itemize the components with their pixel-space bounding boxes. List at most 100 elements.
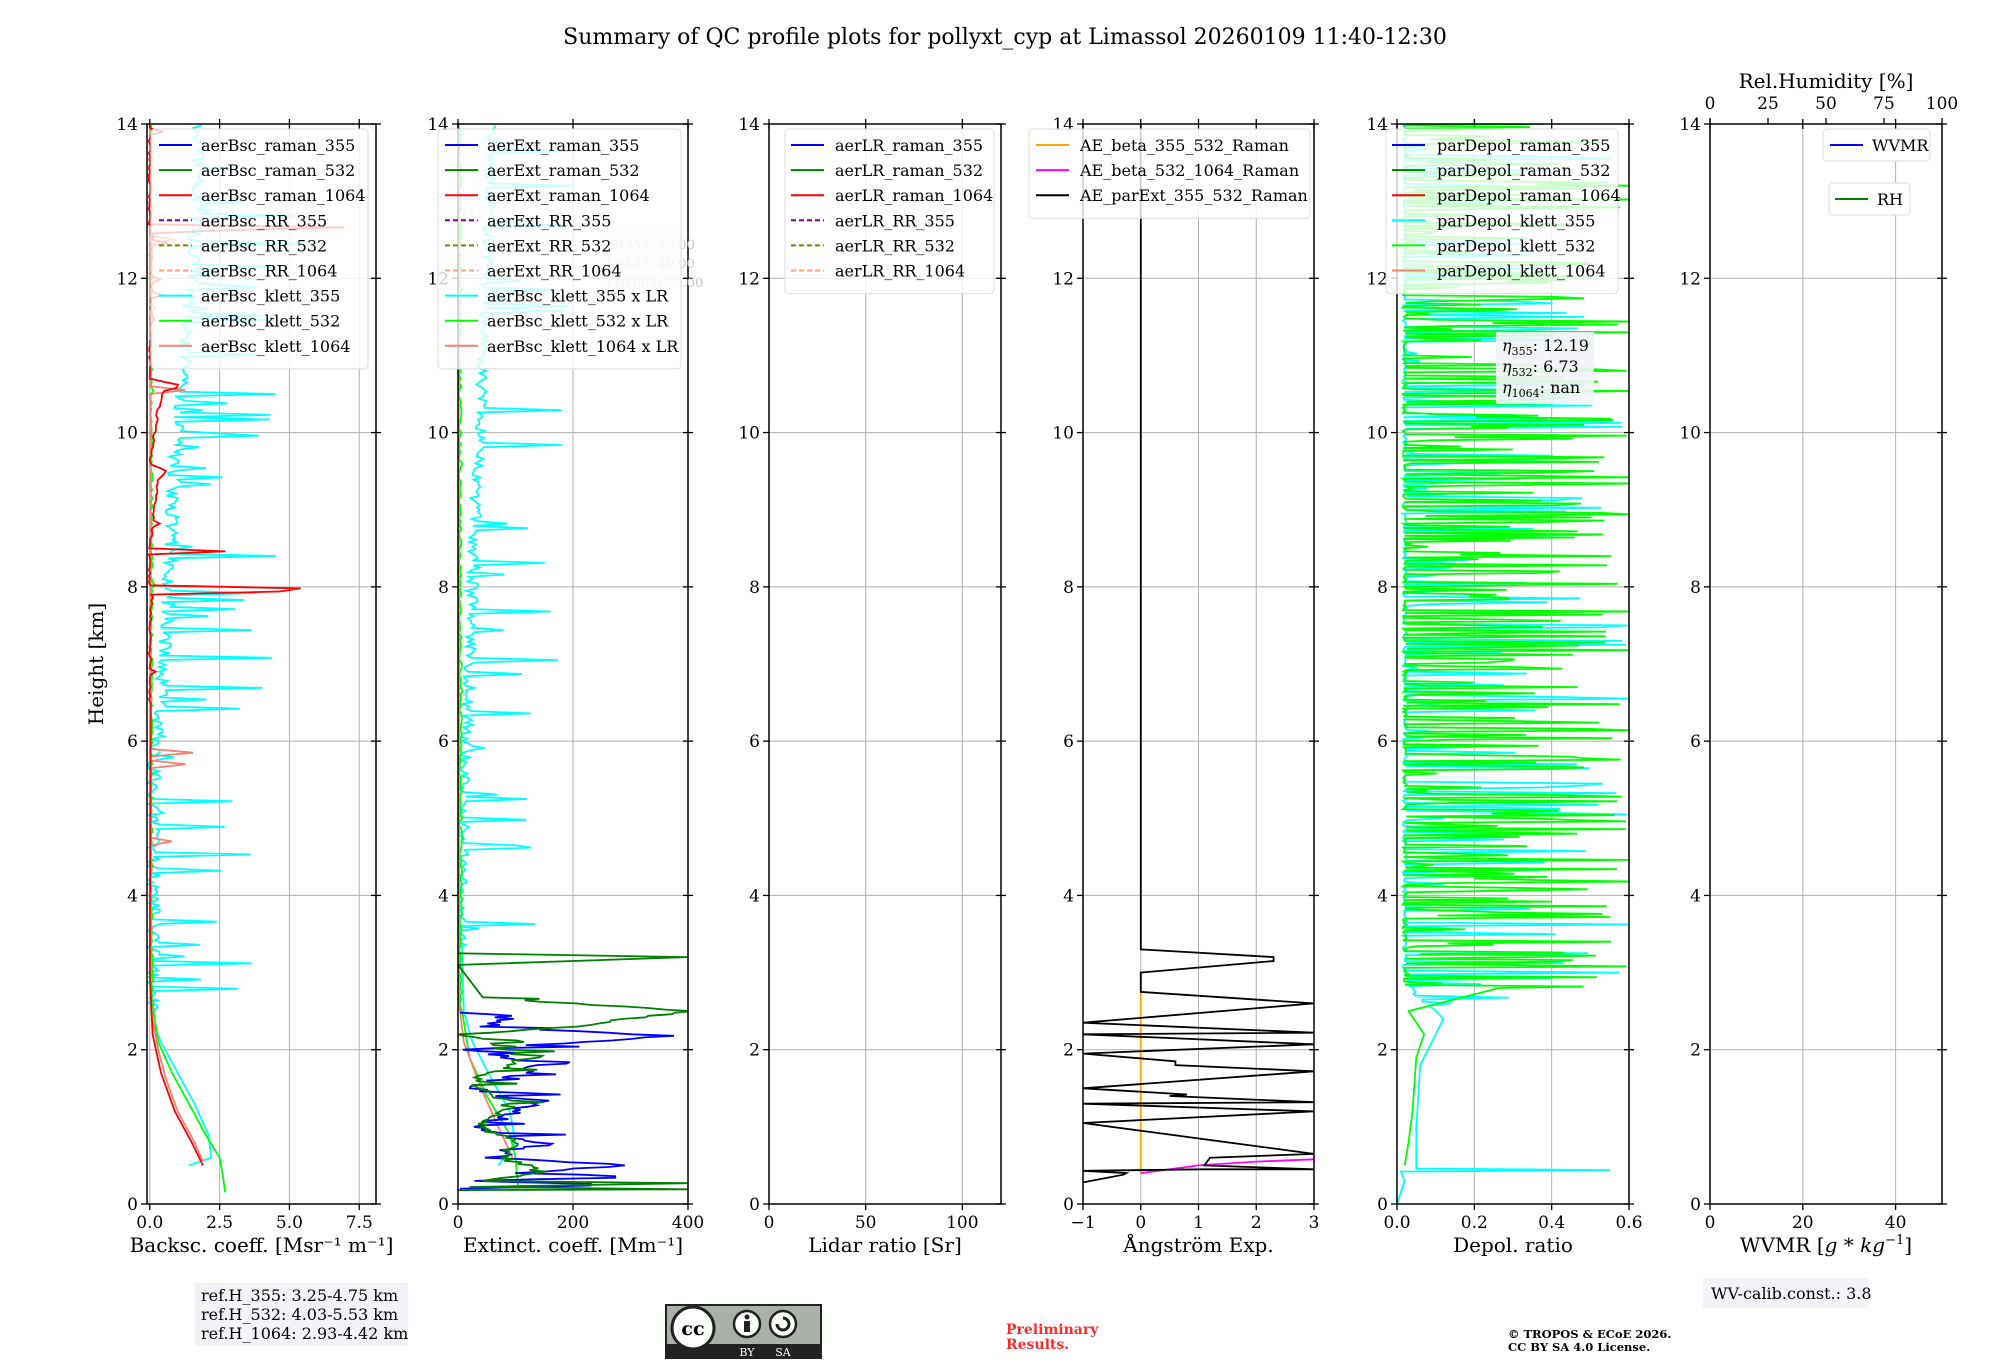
legend-item: aerBsc_klett_1064 bbox=[159, 337, 350, 356]
y-tick-label: 12 bbox=[1052, 269, 1074, 289]
legend-frame bbox=[150, 128, 369, 370]
y-tick-label: 6 bbox=[749, 732, 760, 752]
y-tick-label: 4 bbox=[127, 886, 138, 906]
legend-label: aerBsc_klett_532 bbox=[201, 312, 340, 331]
legend-item: parDepol_klett_532 bbox=[1392, 236, 1595, 255]
legend-label: aerLR_RR_532 bbox=[835, 236, 955, 255]
legend-frame bbox=[1385, 128, 1619, 295]
x-tick-label: 0 bbox=[764, 1213, 775, 1233]
y-tick-label: 12 bbox=[116, 269, 138, 289]
axes-frame bbox=[1709, 123, 1943, 1205]
preliminary-label: Preliminary bbox=[1006, 1322, 1099, 1338]
y-tick-label: 4 bbox=[438, 886, 449, 906]
legend-label: aerExt_RR_532 bbox=[487, 236, 611, 255]
y-tick-label: 6 bbox=[1377, 732, 1388, 752]
legend-label: aerBsc_raman_1064 bbox=[201, 186, 366, 205]
legend-frame bbox=[1822, 128, 1931, 162]
y-tick-label: 0 bbox=[438, 1195, 449, 1215]
eta-number: nan bbox=[1550, 378, 1580, 397]
y-tick-label: 10 bbox=[1366, 424, 1388, 444]
legend-item: aerBsc_klett_532 x LR bbox=[445, 312, 669, 331]
x-tick-label: 50 bbox=[855, 1213, 877, 1233]
y-tick-label: 8 bbox=[1377, 578, 1388, 598]
license-sa: SA bbox=[775, 1346, 792, 1359]
legend-label: parDepol_raman_532 bbox=[1437, 161, 1610, 180]
x-axis-label: Depol. ratio bbox=[1453, 1233, 1573, 1257]
y-tick-label: 2 bbox=[1377, 1041, 1388, 1061]
license-by: BY bbox=[739, 1346, 755, 1359]
eta-colon: : bbox=[1533, 357, 1543, 376]
x-axis-label-math: g * kg bbox=[1825, 1233, 1885, 1257]
cc-by-sa-logo: cc BY SA bbox=[665, 1304, 822, 1359]
legend-rh: RH bbox=[1828, 182, 1911, 216]
legend-item: aerBsc_RR_1064 bbox=[159, 262, 337, 281]
legend-label: aerExt_RR_1064 bbox=[487, 262, 622, 281]
axes-frame bbox=[457, 123, 689, 1205]
y-tick-label: 4 bbox=[1377, 886, 1388, 906]
x-tick-label: 0.0 bbox=[136, 1213, 163, 1233]
legend-item: aerBsc_klett_355 x LR bbox=[445, 287, 669, 306]
x-tick-label: 3 bbox=[1309, 1213, 1320, 1233]
axes-frame bbox=[146, 123, 377, 1205]
y-tick-label: 4 bbox=[1063, 886, 1074, 906]
legend-label: aerBsc_RR_532 bbox=[201, 236, 327, 255]
y-tick-label: 8 bbox=[127, 578, 138, 598]
legend-item: aerBsc_klett_532 bbox=[159, 312, 340, 331]
legend-label: WVMR bbox=[1872, 136, 1929, 155]
y-tick-label: 14 bbox=[1366, 115, 1388, 135]
legend-frame bbox=[784, 128, 995, 295]
y-tick-label: 6 bbox=[438, 732, 449, 752]
x-tick-label: 5.0 bbox=[276, 1213, 303, 1233]
legend-item: aerBsc_klett_355 bbox=[159, 287, 340, 306]
legend-item: aerLR_raman_532 bbox=[791, 161, 983, 180]
x-tick-label: 0.2 bbox=[1461, 1213, 1488, 1233]
y-tick-label: 12 bbox=[1366, 269, 1388, 289]
legend-label: aerBsc_raman_355 bbox=[201, 136, 355, 155]
y-tick-label: 6 bbox=[1063, 732, 1074, 752]
subplot-5: 0.0 0.2 0.4 0.6 0 2 4 6 8 10 12 14 Depol. ratio parDe… bbox=[1366, 115, 1642, 1257]
x-tick-label: 0 bbox=[1705, 1213, 1716, 1233]
legend-item: aerBsc_klett_1064 x LR bbox=[445, 337, 679, 356]
x-axis-label: Lidar ratio [Sr] bbox=[808, 1233, 962, 1257]
axes-frame bbox=[1396, 123, 1630, 1205]
x-tick-label: 0.0 bbox=[1383, 1213, 1410, 1233]
subplot-1: 0.0 2.5 5.0 7.5 0 2 4 6 8 10 12 14 Backsc. coeff. [M… bbox=[116, 115, 393, 1257]
results-label: Results. bbox=[1006, 1337, 1069, 1353]
legend-label: aerExt_RR_355 bbox=[487, 211, 611, 230]
legend-item: parDepol_raman_532 bbox=[1392, 161, 1610, 180]
legend-label: aerLR_raman_355 bbox=[835, 136, 983, 155]
legend-label: AE_beta_355_532_Raman bbox=[1079, 136, 1289, 155]
y-tick-label: 4 bbox=[749, 886, 760, 906]
y-tick-label: 2 bbox=[749, 1041, 760, 1061]
y-tick-label: 0 bbox=[127, 1195, 138, 1215]
legend-frame bbox=[1828, 182, 1911, 216]
legend-label: parDepol_raman_1064 bbox=[1437, 186, 1621, 205]
legend-label: parDepol_klett_1064 bbox=[1437, 262, 1606, 281]
legend-item: aerBsc_RR_355 bbox=[159, 211, 327, 230]
legend-item: AE_beta_532_1064_Raman bbox=[1036, 161, 1299, 180]
legend-item: aerBsc_RR_532 bbox=[159, 236, 327, 255]
y-tick-label: 10 bbox=[738, 424, 760, 444]
legend-label: aerBsc_klett_1064 x LR bbox=[487, 337, 679, 356]
x-axis-label: Backsc. coeff. [Msr⁻¹ m⁻¹] bbox=[130, 1233, 394, 1257]
eta-subscript: 1064 bbox=[1512, 387, 1540, 400]
y-tick-label: 6 bbox=[1690, 732, 1701, 752]
y-tick-label: 14 bbox=[1679, 115, 1701, 135]
y-tick-label: 2 bbox=[127, 1041, 138, 1061]
legend: aerBsc_raman_355 aerBsc_raman_532 aerBsc_r… bbox=[150, 128, 369, 370]
legend-item: aerLR_raman_355 bbox=[791, 136, 983, 155]
series-line-aerExt_raman_532 bbox=[458, 952, 688, 1191]
legend-label: aerBsc_klett_355 bbox=[201, 287, 340, 306]
y-tick-label: 0 bbox=[749, 1195, 760, 1215]
y-tick-label: 2 bbox=[438, 1041, 449, 1061]
x-axis-label: WVMR [g * kg−1] bbox=[1740, 1233, 1912, 1257]
y-tick-label: 4 bbox=[1690, 886, 1701, 906]
legend: parDepol_raman_355 parDepol_raman_532 parD… bbox=[1385, 128, 1621, 295]
eta-subscript: 532 bbox=[1512, 366, 1533, 379]
y-tick-label: 8 bbox=[1063, 578, 1074, 598]
legend-label: aerBsc_klett_532 x LR bbox=[487, 312, 669, 331]
ref-height-355: ref.H_355: 3.25-4.75 km bbox=[201, 1286, 398, 1305]
